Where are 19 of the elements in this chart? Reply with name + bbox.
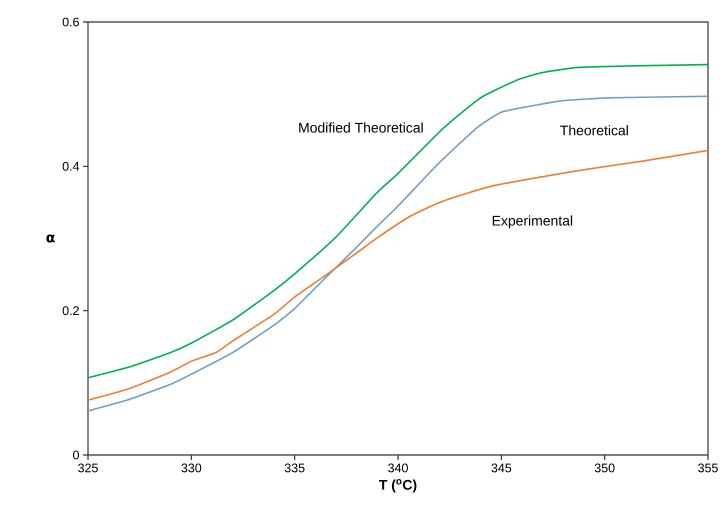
y-axis-title: α bbox=[46, 234, 55, 242]
x-tick-label: 330 bbox=[181, 464, 202, 472]
x-tick-label: 350 bbox=[594, 464, 615, 472]
x-tick-label: 345 bbox=[491, 464, 512, 472]
x-tick-label: 325 bbox=[78, 464, 98, 472]
x-tick-label: 340 bbox=[388, 464, 408, 472]
line-series bbox=[88, 150, 708, 401]
y-tick-label: 0.4 bbox=[62, 162, 80, 171]
y-tick-label: 0.2 bbox=[62, 306, 79, 316]
y-tick-label: 0.6 bbox=[62, 18, 79, 26]
series-label: Theoretical bbox=[560, 125, 628, 136]
line-series bbox=[88, 64, 708, 379]
x-tick-label: 335 bbox=[284, 464, 305, 472]
series-label: Modified Theoretical bbox=[299, 122, 423, 133]
text: Experimental bbox=[492, 215, 572, 228]
x-tick-label: 355 bbox=[698, 464, 718, 472]
x-axis-title: T ($^{o}$C) bbox=[379, 479, 416, 493]
y-tick-label: 0 bbox=[73, 450, 79, 460]
line-series bbox=[88, 96, 708, 412]
